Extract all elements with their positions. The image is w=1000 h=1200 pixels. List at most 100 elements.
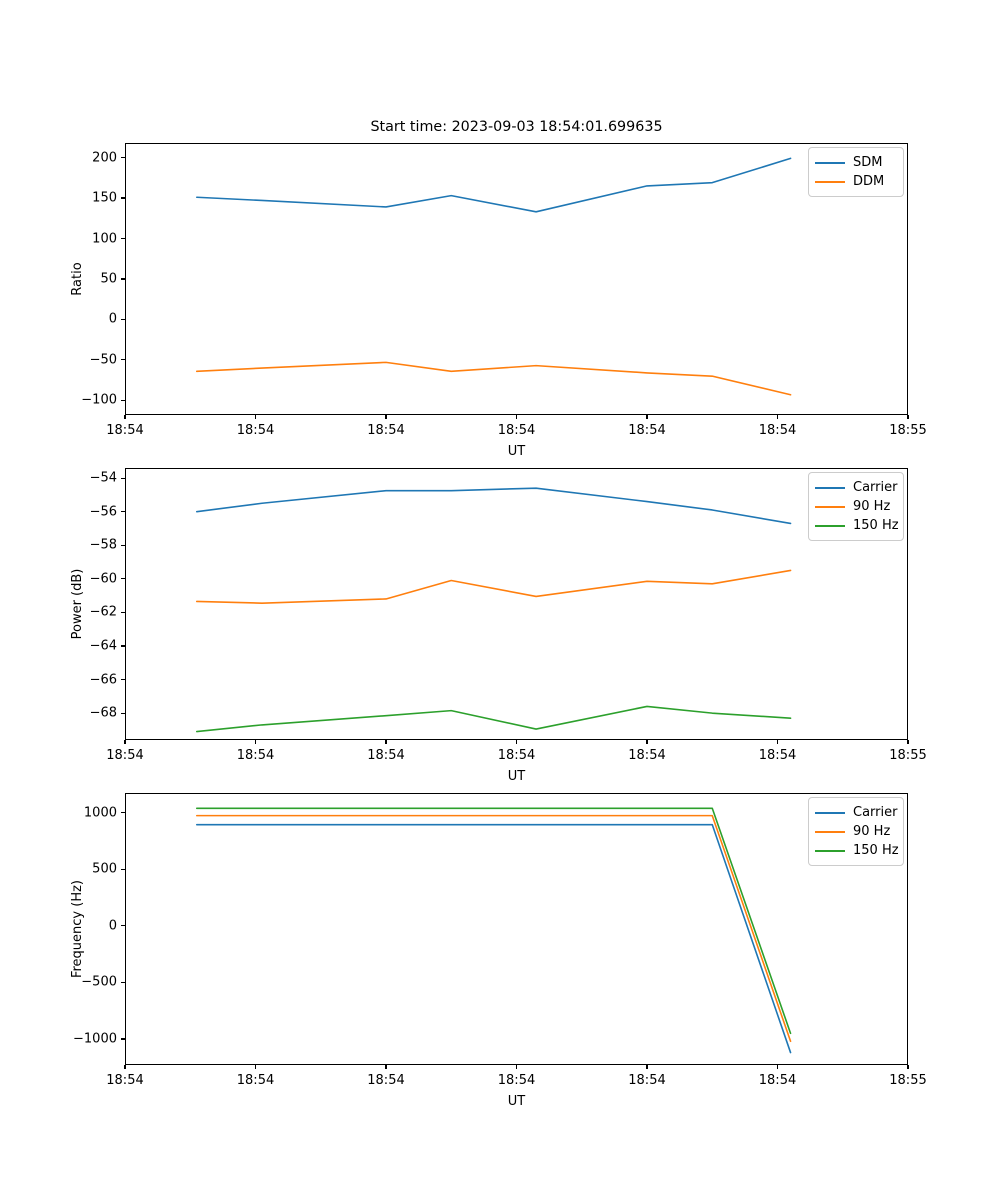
xtick-label: 18:54 [758,423,797,438]
xtick-mark [907,740,909,745]
xtick-label: 18:55 [889,748,927,763]
legend-row: DDM [815,172,897,191]
ytick-mark [120,578,125,580]
ytick-mark [120,157,125,159]
ytick-label: −54 [89,470,117,486]
legend-label: Carrier [853,480,898,495]
ytick-mark [120,511,125,513]
subplot-frequency [125,793,908,1065]
yaxis-label: Ratio [70,262,85,296]
ytick-label: −1000 [73,1031,117,1047]
series-line [195,361,792,396]
xtick-label: 18:55 [889,423,927,438]
xtick-mark [124,740,126,745]
figure-title: Start time: 2023-09-03 18:54:01.699635 [370,119,663,135]
xtick-mark [515,1065,518,1070]
ytick-mark [120,981,125,983]
xaxis-label: UT [507,1094,526,1109]
xtick-mark [776,1065,779,1070]
xtick-label: 18:54 [497,423,536,438]
axes-frame-1 [125,468,908,740]
legend-row: 150 Hz [815,841,899,860]
ytick-mark [120,359,125,361]
xtick-mark [646,1065,648,1070]
xtick-label: 18:54 [106,1073,144,1088]
legend-swatch [815,180,845,183]
xtick-label: 18:54 [628,423,666,438]
legend-label: DDM [853,174,885,189]
legend-label: SDM [853,155,883,170]
xtick-label: 18:54 [497,1073,536,1088]
xtick-label: 18:54 [628,1073,666,1088]
ytick-mark [120,237,125,240]
xtick-mark [646,415,648,420]
xtick-mark [124,415,126,420]
ytick-mark [120,679,125,681]
legend-label: 90 Hz [853,824,891,839]
plot-lines-2 [195,807,792,1054]
ytick-label: 500 [92,861,117,877]
ytick-label: −60 [89,571,117,587]
xtick-mark [385,1065,387,1070]
series-line [195,569,792,604]
xaxis-label: UT [507,444,526,459]
ytick-label: −500 [81,974,117,990]
xtick-label: 18:54 [367,1073,405,1088]
yaxis-label: Power (dB) [70,568,85,640]
xtick-mark [254,1065,257,1070]
xtick-mark [254,415,257,420]
xtick-mark [907,1065,909,1070]
legend-row: SDM [815,153,897,172]
legend-label: 150 Hz [853,518,899,533]
ytick-mark [120,399,125,401]
ytick-label: 50 [100,271,117,287]
ytick-label: 200 [92,150,117,166]
plot-lines-1 [195,487,792,733]
xtick-label: 18:54 [106,423,144,438]
series-line [195,823,792,1054]
ytick-mark [120,1038,125,1040]
subplot-ratio [125,143,908,415]
legend-0: SDM DDM [808,147,904,197]
legend-row: Carrier [815,478,897,497]
ytick-mark [120,318,125,321]
xtick-label: 18:54 [236,1073,275,1088]
ytick-label: −66 [89,672,117,688]
legend-2: Carrier 90 Hz 150 Hz [808,797,904,866]
ytick-mark [120,477,125,479]
plot-lines-0 [195,157,792,396]
xtick-mark [776,415,779,420]
xtick-mark [385,415,387,420]
legend-row: 90 Hz [815,822,897,841]
xtick-label: 18:55 [889,1073,927,1088]
xtick-label: 18:54 [236,423,275,438]
xaxis-label: UT [507,769,526,784]
xtick-mark [907,415,909,420]
xtick-mark [515,740,518,745]
legend-row: 90 Hz [815,497,897,516]
legend-swatch [815,849,845,852]
xtick-mark [385,740,387,745]
ytick-label: −100 [81,392,117,408]
legend-row: Carrier [815,803,897,822]
ytick-mark [120,645,125,647]
legend-swatch [815,486,845,489]
xtick-mark [515,415,518,420]
legend-swatch [815,505,845,508]
xtick-label: 18:54 [236,748,275,763]
ytick-mark [120,611,125,613]
ytick-label: 0 [108,311,117,327]
xtick-label: 18:54 [106,748,144,763]
xtick-label: 18:54 [497,748,536,763]
legend-swatch [815,524,845,527]
legend-swatch [815,811,845,814]
ytick-label: 1000 [83,805,117,821]
series-line [195,814,792,1043]
legend-label: 90 Hz [853,499,891,514]
legend-label: Carrier [853,805,898,820]
ytick-label: 0 [108,918,117,934]
xtick-mark [646,740,648,745]
ytick-label: −50 [89,352,117,368]
xtick-label: 18:54 [758,1073,797,1088]
